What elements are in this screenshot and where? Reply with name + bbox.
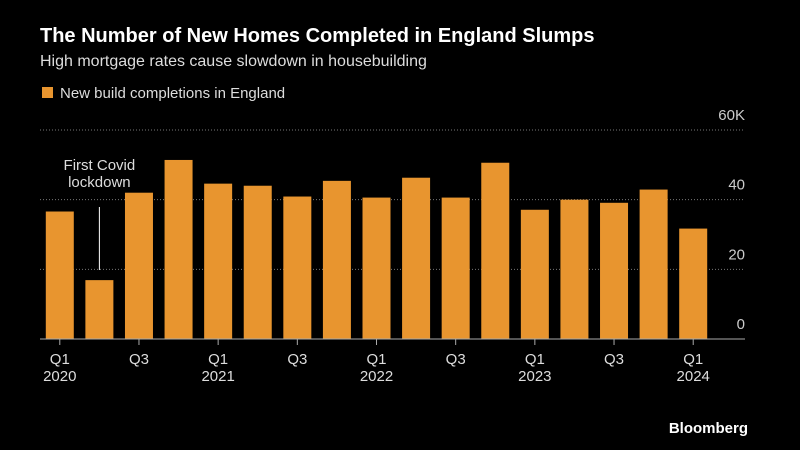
bar	[560, 199, 589, 339]
x-tick-label: Q3	[287, 351, 307, 368]
bar	[679, 228, 708, 339]
bar	[639, 189, 668, 339]
annotation: First Covid lockdown	[64, 157, 136, 191]
bar	[85, 280, 114, 339]
chart-title: The Number of New Homes Completed in Eng…	[40, 25, 595, 47]
source: Bloomberg	[669, 420, 748, 437]
y-tick-label: 40	[728, 177, 745, 194]
bar	[362, 197, 391, 339]
x-tick-label: Q1 2024	[677, 351, 710, 385]
y-tick-label: 0	[737, 316, 745, 333]
y-tick-label: 60K	[718, 107, 745, 124]
x-tick-label: Q1 2023	[518, 351, 551, 385]
bar	[45, 211, 74, 339]
x-tick-label: Q3	[604, 351, 624, 368]
bar	[600, 202, 629, 339]
legend-label: New build completions in England	[60, 85, 285, 102]
x-tick-label: Q3	[446, 351, 466, 368]
bar	[441, 197, 470, 339]
legend-swatch	[42, 87, 53, 98]
x-tick-label: Q3	[129, 351, 149, 368]
bar	[243, 185, 272, 339]
bar	[481, 162, 510, 339]
bar	[283, 196, 312, 339]
chart-subtitle: High mortgage rates cause slowdown in ho…	[40, 53, 427, 70]
x-tick-label: Q1 2022	[360, 351, 393, 385]
bar	[520, 209, 549, 339]
bar	[124, 192, 153, 339]
x-tick-label: Q1 2021	[201, 351, 234, 385]
bar	[402, 177, 431, 339]
bar	[204, 183, 233, 339]
bar	[164, 159, 193, 339]
x-tick-label: Q1 2020	[43, 351, 76, 385]
y-tick-label: 20	[728, 246, 745, 263]
bar	[322, 180, 351, 339]
